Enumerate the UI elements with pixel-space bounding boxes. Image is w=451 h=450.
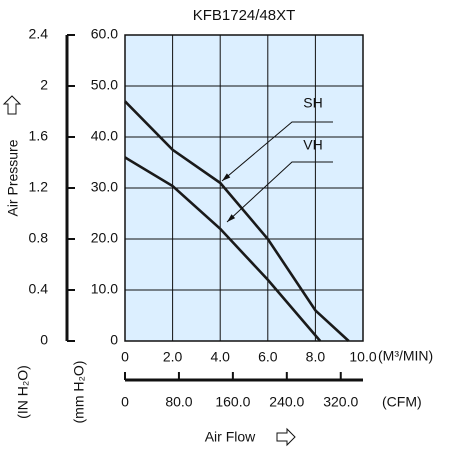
x-tick-label: 0 [121, 349, 129, 365]
y2-tick-label: 0.8 [29, 230, 49, 246]
leader-arrow [222, 173, 231, 181]
y-arrow [2, 95, 22, 115]
leader-line [226, 161, 333, 223]
y-tick-label: 40.0 [91, 128, 118, 144]
y2-tick-label: 0.4 [29, 281, 49, 297]
y2-units: (IN H₂O) [15, 365, 31, 419]
series-label: SH [303, 95, 322, 111]
y-tick-label: 60.0 [91, 26, 118, 42]
x-axis-label: Air Flow [205, 429, 256, 445]
x2-tick-label: 320.0 [323, 394, 358, 410]
x-arrow [276, 427, 296, 447]
y-tick-label: 50.0 [91, 77, 118, 93]
x-units: (M³/MIN) [378, 348, 433, 364]
leader-arrow [227, 214, 236, 222]
y-axis-label: Air Pressure [5, 139, 21, 216]
chart-title: KFB1724/48XT [193, 7, 296, 24]
y2-tick-label: 1.2 [29, 179, 49, 195]
x-tick-label: 6.0 [258, 349, 278, 365]
x-tick-label: 8.0 [306, 349, 326, 365]
y2-tick-label: 2 [40, 77, 48, 93]
x2-units: (CFM) [382, 394, 422, 410]
y-tick-label: 30.0 [91, 179, 118, 195]
y2-tick-label: 1.6 [29, 128, 49, 144]
x2-tick-label: 160.0 [215, 394, 250, 410]
y-tick-label: 10.0 [91, 281, 118, 297]
y-tick-label: 20.0 [91, 230, 118, 246]
series-line [124, 156, 322, 342]
leader-line [221, 121, 333, 182]
x-tick-label: 10.0 [349, 349, 376, 365]
x2-tick-label: 0 [121, 394, 129, 410]
y2-tick-label: 0 [40, 332, 48, 348]
series-label: VH [303, 137, 322, 153]
y2-tick-label: 2.4 [29, 26, 49, 42]
series-line [124, 100, 350, 342]
x2-tick-label: 80.0 [165, 394, 192, 410]
y-tick-label: 0 [110, 332, 118, 348]
x-tick-label: 2.0 [163, 349, 183, 365]
y-units: (mm H₂O) [71, 361, 87, 424]
x-tick-label: 4.0 [210, 349, 230, 365]
x2-tick-label: 240.0 [269, 394, 304, 410]
